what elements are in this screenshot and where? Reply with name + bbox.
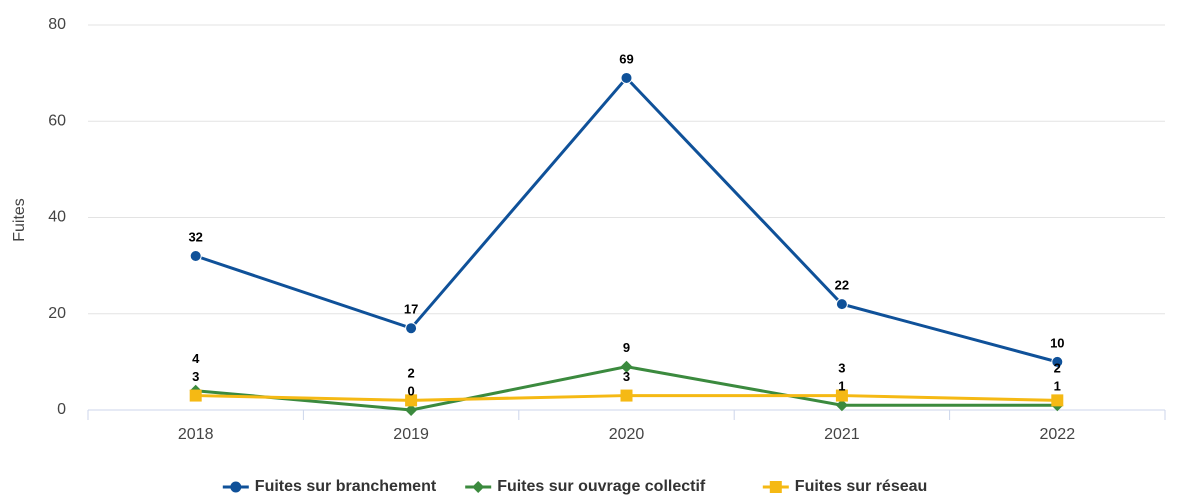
y-tick-label: 60 — [48, 112, 66, 129]
data-point — [405, 404, 418, 416]
data-label: 1 — [1054, 379, 1061, 394]
data-label: 2 — [1054, 361, 1061, 376]
x-tick-label: 2019 — [393, 426, 429, 443]
data-label: 3 — [623, 369, 630, 384]
data-point — [405, 394, 418, 407]
legend-item: Fuites sur ouvrage collectif — [465, 478, 706, 495]
legend-marker — [230, 481, 242, 493]
x-tick-label: 2021 — [824, 426, 860, 443]
legend-item: Fuites sur réseau — [762, 478, 928, 495]
y-axis-label: Fuites — [11, 198, 28, 242]
data-label: 9 — [623, 340, 630, 355]
legend-label: Fuites sur ouvrage collectif — [497, 478, 706, 495]
x-tick-label: 2020 — [609, 426, 645, 443]
data-point — [835, 298, 848, 311]
data-label: 10 — [1050, 335, 1064, 350]
data-label: 17 — [404, 302, 418, 317]
data-label: 1 — [838, 379, 845, 394]
data-label: 3 — [192, 369, 199, 384]
data-point — [835, 399, 848, 412]
series-line — [195, 75, 1058, 364]
y-tick-label: 20 — [48, 305, 66, 322]
data-label: 4 — [192, 351, 200, 366]
data-point — [189, 389, 202, 402]
y-tick-label: 40 — [48, 209, 66, 226]
data-point — [620, 389, 633, 402]
data-point — [620, 360, 633, 373]
legend-marker — [472, 481, 485, 493]
legend-item: Fuites sur branchement — [222, 478, 437, 495]
data-label: 22 — [835, 278, 849, 293]
data-label: 0 — [407, 383, 414, 398]
data-label: 2 — [407, 365, 414, 380]
x-tick-label: 2018 — [178, 426, 214, 443]
legend-label: Fuites sur branchement — [255, 478, 437, 495]
y-tick-label: 80 — [48, 16, 66, 33]
data-label: 3 — [838, 361, 845, 376]
data-point — [1051, 355, 1064, 368]
x-tick-label: 2022 — [1040, 426, 1076, 443]
legend-label: Fuites sur réseau — [795, 478, 928, 495]
legend-marker — [769, 481, 782, 493]
data-label: 32 — [188, 229, 202, 244]
data-point — [189, 250, 202, 262]
data-label: 69 — [619, 51, 633, 66]
data-point — [405, 322, 418, 335]
data-point — [620, 71, 633, 84]
data-point — [1051, 394, 1064, 407]
data-point — [835, 389, 848, 402]
y-tick-label: 0 — [57, 401, 66, 418]
